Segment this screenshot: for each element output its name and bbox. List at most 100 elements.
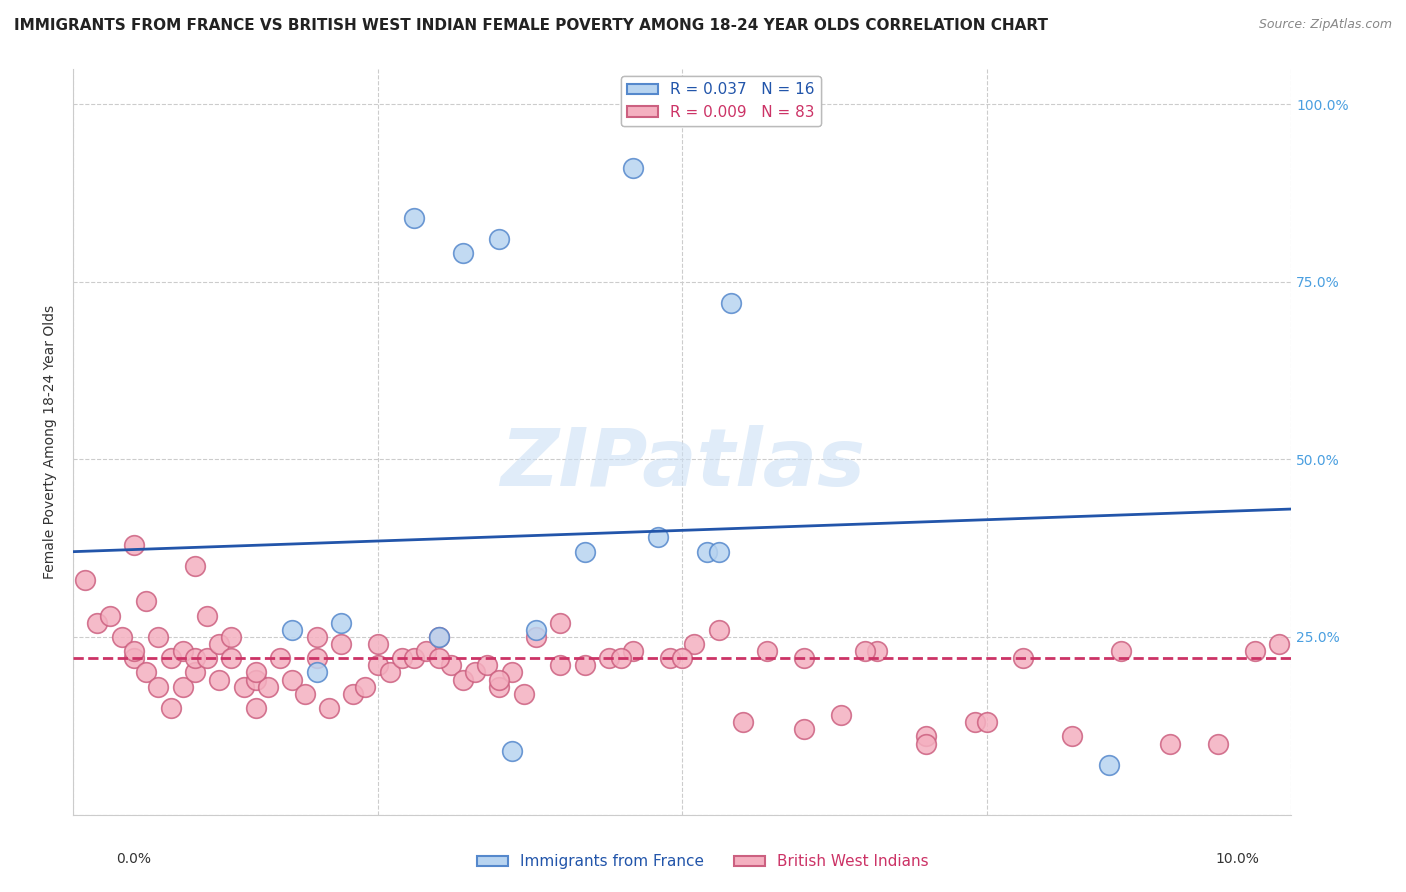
Point (488, 232, 510, 246)
Point (696, 544, 718, 558)
Point (269, 651, 291, 665)
Point (683, 637, 706, 651)
Point (184, 651, 207, 665)
Point (915, 737, 938, 751)
Point (524, 623, 547, 637)
Point (427, 630, 450, 644)
Point (195, 608, 218, 623)
Point (208, 637, 231, 651)
Point (477, 658, 499, 673)
Point (501, 743, 523, 757)
Point (172, 644, 194, 658)
Point (598, 651, 620, 665)
Point (647, 531, 669, 545)
Point (305, 651, 328, 665)
Point (391, 651, 413, 665)
Point (172, 680, 194, 694)
Point (963, 715, 986, 730)
Point (404, 211, 426, 225)
Point (221, 651, 243, 665)
Point (464, 665, 486, 680)
Point (623, 161, 645, 175)
Point (733, 715, 755, 730)
Point (294, 687, 316, 701)
Point (122, 651, 145, 665)
Point (830, 708, 852, 723)
Text: IMMIGRANTS FROM FRANCE VS BRITISH WEST INDIAN FEMALE POVERTY AMONG 18-24 YEAR OL: IMMIGRANTS FROM FRANCE VS BRITISH WEST I… (14, 18, 1047, 33)
Point (574, 658, 596, 673)
Point (98, 608, 121, 623)
Point (378, 665, 401, 680)
Point (756, 644, 779, 658)
Point (184, 558, 207, 573)
Point (574, 544, 596, 558)
Point (245, 701, 267, 715)
Point (122, 644, 145, 658)
Point (281, 623, 304, 637)
Point (451, 246, 474, 260)
Point (318, 701, 340, 715)
Point (257, 680, 280, 694)
Point (793, 723, 815, 737)
Point (513, 687, 536, 701)
Point (367, 658, 389, 673)
Legend: Immigrants from France, British West Indians: Immigrants from France, British West Ind… (471, 848, 935, 875)
Point (1012, 651, 1035, 665)
Point (793, 651, 815, 665)
Point (305, 665, 328, 680)
Point (232, 680, 254, 694)
Point (707, 623, 730, 637)
Point (148, 630, 170, 644)
Point (148, 680, 170, 694)
Point (623, 644, 645, 658)
Point (75, 573, 97, 587)
Point (330, 615, 353, 630)
Point (245, 673, 267, 687)
Text: Source: ZipAtlas.com: Source: ZipAtlas.com (1258, 18, 1392, 31)
Point (1159, 737, 1181, 751)
Point (451, 673, 474, 687)
Point (330, 637, 353, 651)
Point (159, 701, 181, 715)
Point (853, 644, 876, 658)
Point (1060, 730, 1083, 744)
Point (720, 296, 742, 310)
Point (1268, 637, 1291, 651)
Point (195, 651, 218, 665)
Point (1109, 644, 1132, 658)
Point (135, 594, 157, 608)
Text: ZIPatlas: ZIPatlas (499, 425, 865, 503)
Point (111, 630, 134, 644)
Point (1097, 757, 1119, 772)
Point (1206, 737, 1229, 751)
Point (305, 630, 328, 644)
Point (501, 665, 523, 680)
Text: 10.0%: 10.0% (1215, 852, 1260, 866)
Point (221, 630, 243, 644)
Point (208, 673, 231, 687)
Text: 0.0%: 0.0% (117, 852, 150, 866)
Point (86, 615, 108, 630)
Point (122, 537, 145, 551)
Point (245, 665, 267, 680)
Point (342, 687, 364, 701)
Point (610, 651, 633, 665)
Point (427, 630, 450, 644)
Point (440, 658, 463, 673)
Point (415, 644, 437, 658)
Point (281, 673, 304, 687)
Point (159, 651, 181, 665)
Legend: R = 0.037   N = 16, R = 0.009   N = 83: R = 0.037 N = 16, R = 0.009 N = 83 (621, 76, 821, 126)
Point (1243, 644, 1265, 658)
Point (550, 658, 572, 673)
Point (404, 651, 426, 665)
Point (671, 651, 693, 665)
Point (707, 544, 730, 558)
Point (524, 630, 547, 644)
Point (866, 644, 889, 658)
Point (367, 637, 389, 651)
Point (135, 665, 157, 680)
Point (915, 730, 938, 744)
Point (488, 673, 510, 687)
Point (354, 680, 377, 694)
